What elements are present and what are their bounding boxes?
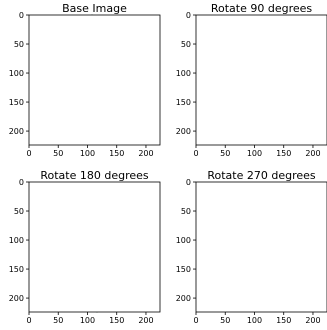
- x-tick-label: 0: [26, 316, 31, 325]
- y-tick-label: 100: [9, 69, 24, 78]
- y-tick-label: 200: [9, 127, 24, 136]
- x-tick-label: 100: [80, 316, 95, 325]
- x-tick-label: 0: [193, 149, 198, 158]
- subplot-title: Rotate 180 degrees: [40, 169, 149, 182]
- x-tick-label: 200: [305, 149, 320, 158]
- subplot-title: Rotate 270 degrees: [207, 169, 316, 182]
- y-tick-label: 50: [14, 207, 24, 216]
- y-tick-label: 50: [181, 207, 191, 216]
- y-tick-label: 0: [19, 11, 24, 20]
- y-tick-label: 0: [186, 11, 191, 20]
- axes-frame: [195, 181, 327, 313]
- subplot-4: Rotate 270 degrees 0 50 100 150 200 0 50 100 150 2…: [176, 169, 327, 325]
- x-tick-label: 50: [53, 149, 63, 158]
- axes-frame: [28, 14, 161, 146]
- axes-frame: [195, 14, 327, 146]
- x-tick-label: 50: [220, 149, 230, 158]
- axes-frame: [28, 181, 161, 313]
- x-tick-label: 0: [193, 316, 198, 325]
- y-tick-label: 100: [9, 236, 24, 245]
- subplot-1: Base Image 0 50 100 150 200 0 50 100 150 200: [9, 2, 161, 158]
- x-tick-label: 100: [80, 149, 95, 158]
- subplot-title: Rotate 90 degrees: [211, 2, 313, 15]
- x-tick-label: 150: [109, 149, 124, 158]
- y-tick-label: 0: [19, 178, 24, 187]
- x-tick-label: 50: [220, 316, 230, 325]
- x-tick-label: 150: [276, 149, 291, 158]
- x-tick-label: 0: [26, 149, 31, 158]
- x-tick-label: 150: [276, 316, 291, 325]
- y-tick-label: 200: [176, 294, 191, 303]
- subplot-2: Rotate 90 degrees 0 50 100 150 200 0 50 100 150 20…: [176, 2, 327, 158]
- x-tick-label: 50: [53, 316, 63, 325]
- y-tick-label: 200: [9, 294, 24, 303]
- y-tick-label: 0: [186, 178, 191, 187]
- y-tick-label: 150: [176, 265, 191, 274]
- x-tick-label: 100: [247, 149, 262, 158]
- y-tick-label: 100: [176, 236, 191, 245]
- y-tick-label: 50: [181, 40, 191, 49]
- x-tick-label: 100: [247, 316, 262, 325]
- y-tick-label: 150: [9, 98, 24, 107]
- x-tick-label: 200: [305, 316, 320, 325]
- y-tick-label: 50: [14, 40, 24, 49]
- y-tick-label: 100: [176, 69, 191, 78]
- subplot-title: Base Image: [62, 2, 127, 15]
- x-tick-label: 150: [109, 316, 124, 325]
- subplot-3: Rotate 180 degrees 0 50 100 150 200 0 50 100 150 2…: [9, 169, 161, 325]
- x-tick-label: 200: [138, 149, 153, 158]
- y-tick-label: 150: [9, 265, 24, 274]
- y-tick-label: 200: [176, 127, 191, 136]
- y-tick-label: 150: [176, 98, 191, 107]
- x-tick-label: 200: [138, 316, 153, 325]
